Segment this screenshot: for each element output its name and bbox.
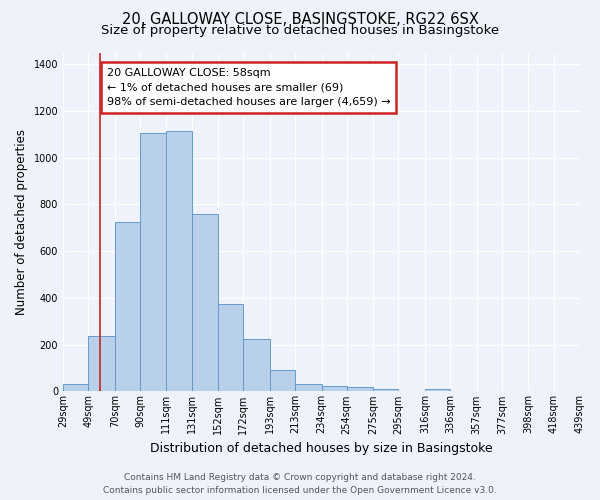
Bar xyxy=(425,388,450,392)
Text: 20, GALLOWAY CLOSE, BASINGSTOKE, RG22 6SX: 20, GALLOWAY CLOSE, BASINGSTOKE, RG22 6S… xyxy=(122,12,478,28)
Bar xyxy=(295,384,322,392)
Text: 20 GALLOWAY CLOSE: 58sqm
← 1% of detached houses are smaller (69)
98% of semi-de: 20 GALLOWAY CLOSE: 58sqm ← 1% of detache… xyxy=(107,68,391,108)
Bar xyxy=(140,133,166,392)
Text: Size of property relative to detached houses in Basingstoke: Size of property relative to detached ho… xyxy=(101,24,499,37)
Bar xyxy=(166,131,191,392)
Bar xyxy=(88,336,115,392)
Y-axis label: Number of detached properties: Number of detached properties xyxy=(15,129,28,315)
Bar xyxy=(115,222,140,392)
Bar xyxy=(63,384,88,392)
X-axis label: Distribution of detached houses by size in Basingstoke: Distribution of detached houses by size … xyxy=(150,442,493,455)
Bar xyxy=(270,370,295,392)
Bar xyxy=(347,387,373,392)
Bar xyxy=(191,214,218,392)
Bar xyxy=(373,389,398,392)
Bar xyxy=(218,304,244,392)
Text: Contains HM Land Registry data © Crown copyright and database right 2024.
Contai: Contains HM Land Registry data © Crown c… xyxy=(103,474,497,495)
Bar xyxy=(244,339,270,392)
Bar xyxy=(322,386,347,392)
